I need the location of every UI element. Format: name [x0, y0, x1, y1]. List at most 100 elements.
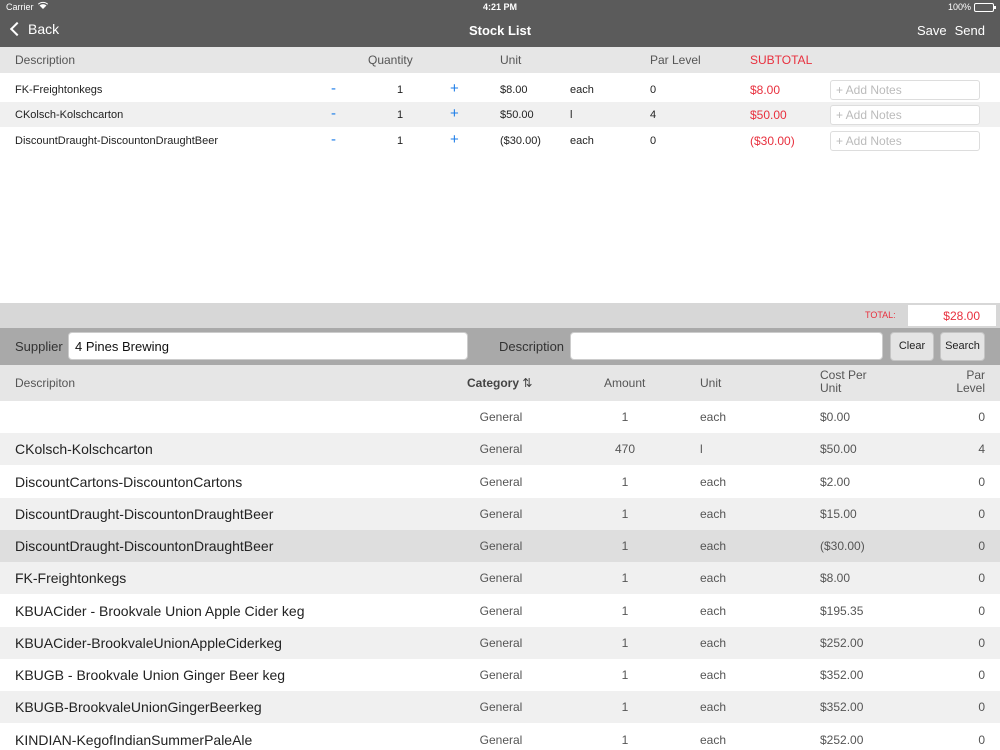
- add-notes-input[interactable]: [830, 131, 980, 151]
- stock-par-level: 0: [650, 135, 657, 147]
- header-description: Descripiton: [15, 376, 76, 390]
- product-cost: $352.00: [820, 668, 864, 682]
- send-button[interactable]: Send: [954, 23, 985, 38]
- product-row[interactable]: DiscountDraught-DiscountonDraughtBeer Gen…: [0, 530, 1000, 562]
- product-amount: 1: [621, 668, 629, 682]
- product-cost: $352.00: [820, 700, 864, 714]
- save-button[interactable]: Save: [916, 23, 947, 38]
- product-category: General: [479, 410, 523, 424]
- header-category-sort[interactable]: Category ⇅: [467, 376, 532, 390]
- product-category: General: [479, 636, 523, 650]
- decrease-quantity-button[interactable]: -: [331, 131, 336, 148]
- product-unit: each: [700, 636, 727, 650]
- back-button[interactable]: Back: [8, 21, 59, 37]
- product-par-level: 0: [978, 733, 985, 747]
- description-search-input[interactable]: [570, 332, 883, 360]
- product-category: General: [479, 604, 523, 618]
- header-subtotal: SUBTOTAL: [750, 53, 813, 67]
- product-amount: 1: [621, 475, 629, 489]
- product-row[interactable]: FK-Freightonkegs General 1 each $8.00 0: [0, 562, 1000, 594]
- battery-icon: [974, 2, 996, 12]
- navigation-bar: Back Stock List Save Send: [0, 14, 1000, 47]
- product-row[interactable]: DiscountDraught-DiscountonDraughtBeer Gen…: [0, 498, 1000, 530]
- product-unit: each: [700, 539, 727, 553]
- product-row[interactable]: KBUGB-BrookvaleUnionGingerBeerkeg General…: [0, 691, 1000, 723]
- product-amount: 1: [621, 539, 629, 553]
- product-row[interactable]: KBUGB - Brookvale Union Ginger Beer keg G…: [0, 659, 1000, 691]
- product-par-level: 4: [978, 442, 985, 456]
- stock-description: DiscountDraught-DiscountonDraughtBeer: [15, 135, 218, 147]
- product-cost: $50.00: [820, 442, 857, 456]
- product-par-level: 0: [978, 636, 985, 650]
- stock-price: ($30.00): [500, 135, 541, 147]
- decrease-quantity-button[interactable]: -: [331, 105, 336, 122]
- clear-button[interactable]: Clear: [890, 332, 934, 361]
- product-unit: each: [700, 507, 727, 521]
- product-amount: 1: [621, 571, 629, 585]
- product-amount: 1: [621, 636, 629, 650]
- product-amount: 1: [621, 700, 629, 714]
- stock-price: $50.00: [500, 109, 534, 121]
- supplier-label: Supplier: [15, 339, 63, 354]
- product-row[interactable]: General 1 each $0.00 0: [0, 401, 1000, 433]
- product-category: General: [479, 571, 523, 585]
- product-cost: $15.00: [820, 507, 857, 521]
- description-label: Description: [499, 339, 565, 354]
- stock-par-level: 0: [650, 84, 657, 96]
- product-unit: each: [700, 700, 727, 714]
- header-cost-line2: Unit: [820, 381, 842, 395]
- stock-subtotal: $8.00: [750, 83, 781, 97]
- total-value: $28.00: [908, 305, 996, 326]
- product-description: FK-Freightonkegs: [15, 570, 127, 586]
- product-description: KINDIAN-KegofIndianSummerPaleAle: [15, 732, 253, 748]
- product-par-level: 0: [978, 700, 985, 714]
- increase-quantity-button[interactable]: +: [450, 105, 459, 122]
- product-category: General: [479, 442, 523, 456]
- product-unit: each: [700, 668, 727, 682]
- increase-quantity-button[interactable]: +: [450, 131, 459, 148]
- wifi-icon: [37, 1, 49, 12]
- product-cost: $195.35: [820, 604, 864, 618]
- header-quantity: Quantity: [368, 53, 413, 67]
- product-par-level: 0: [978, 410, 985, 424]
- stock-price: $8.00: [500, 84, 528, 96]
- add-notes-input[interactable]: [830, 105, 980, 125]
- header-par-level: Par Level: [650, 53, 701, 67]
- stock-unit: each: [570, 135, 594, 147]
- carrier-label: Carrier: [6, 2, 34, 12]
- product-row[interactable]: DiscountCartons-DiscountonCartons General…: [0, 466, 1000, 498]
- product-row[interactable]: KINDIAN-KegofIndianSummerPaleAle General 1…: [0, 724, 1000, 750]
- header-amount: Amount: [604, 376, 646, 390]
- product-row[interactable]: KBUACider - Brookvale Union Apple Cider …: [0, 595, 1000, 627]
- product-unit: each: [700, 571, 727, 585]
- header-par-level: Par Level: [956, 369, 985, 395]
- back-label: Back: [28, 21, 60, 37]
- product-description: DiscountDraught-DiscountonDraughtBeer: [15, 538, 274, 554]
- search-bar: Supplier Description Clear Search: [0, 328, 1000, 365]
- product-category: General: [479, 700, 523, 714]
- product-par-level: 0: [978, 539, 985, 553]
- add-notes-input[interactable]: [830, 80, 980, 100]
- product-description: DiscountDraught-DiscountonDraughtBeer: [15, 506, 274, 522]
- product-par-level: 0: [978, 571, 985, 585]
- stock-row: DiscountDraught-DiscountonDraughtBeer - …: [0, 128, 1000, 153]
- product-category: General: [479, 668, 523, 682]
- product-cost: $2.00: [820, 475, 851, 489]
- product-par-level: 0: [978, 475, 985, 489]
- header-unit: Unit: [700, 376, 722, 390]
- product-cost: $252.00: [820, 636, 864, 650]
- search-button[interactable]: Search: [940, 332, 985, 361]
- increase-quantity-button[interactable]: +: [450, 80, 459, 97]
- stock-subtotal: $50.00: [750, 108, 787, 122]
- page-title: Stock List: [468, 23, 532, 38]
- supplier-field[interactable]: [68, 332, 468, 360]
- product-row[interactable]: KBUACider-BrookvaleUnionAppleCiderkeg Gen…: [0, 627, 1000, 659]
- sort-icon: ⇅: [522, 376, 533, 390]
- stock-quantity: 1: [397, 84, 404, 96]
- product-amount: 1: [621, 733, 629, 747]
- product-row[interactable]: CKolsch-Kolschcarton General 470 l $50.00 4: [0, 433, 1000, 465]
- product-unit: l: [700, 442, 703, 456]
- header-category: Category: [467, 376, 520, 390]
- product-category: General: [479, 475, 523, 489]
- decrease-quantity-button[interactable]: -: [331, 80, 336, 97]
